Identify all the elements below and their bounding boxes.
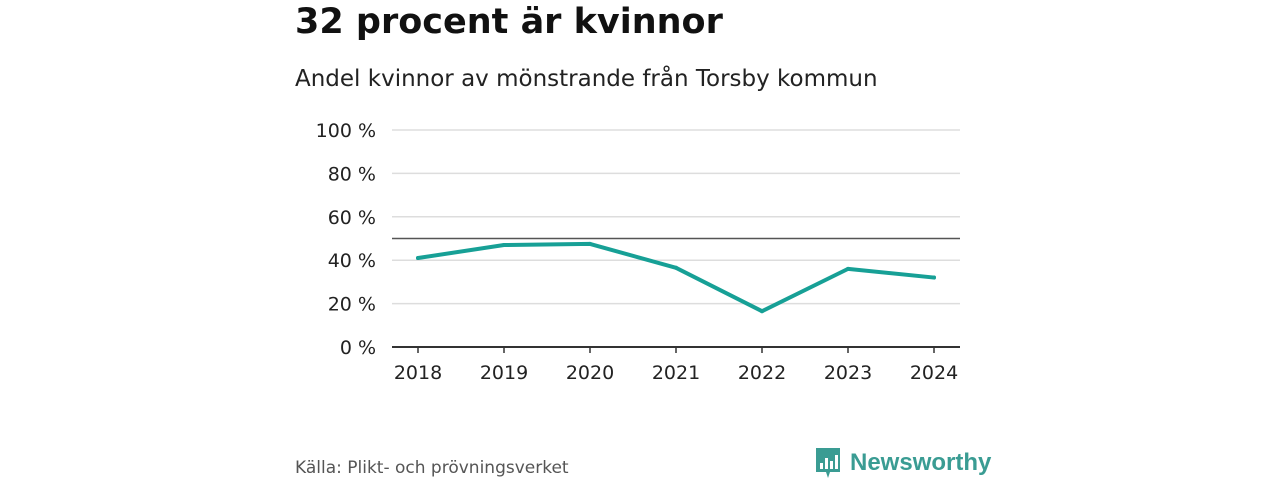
brand-name: Newsworthy bbox=[850, 449, 992, 476]
y-axis: 0 % 20 % 40 % 60 % 80 % 100 % bbox=[316, 120, 376, 359]
data-point bbox=[932, 275, 936, 280]
x-axis: 2018 2019 2020 2021 2022 2023 2024 bbox=[392, 346, 960, 384]
gridlines bbox=[392, 129, 960, 305]
x-tick-label: 2023 bbox=[824, 362, 872, 384]
y-tick-label: 100 % bbox=[316, 120, 376, 142]
y-tick-label: 40 % bbox=[328, 250, 376, 272]
data-point bbox=[502, 243, 506, 248]
data-point bbox=[588, 241, 592, 246]
x-tick-label: 2024 bbox=[910, 362, 958, 384]
data-point bbox=[674, 265, 678, 270]
chart-title: Andel kvinnor av mönstrande från Torsby … bbox=[295, 66, 878, 92]
y-tick-label: 80 % bbox=[328, 163, 376, 185]
bar-chart-icon bbox=[816, 448, 840, 478]
x-tick-label: 2022 bbox=[738, 362, 786, 384]
x-tick-label: 2019 bbox=[480, 362, 528, 384]
y-tick-label: 20 % bbox=[328, 294, 376, 316]
chart-headline: 32 procent är kvinnor bbox=[295, 2, 723, 42]
line-chart: 0 % 20 % 40 % 60 % 80 % 100 % 2018 2019 2020 202… bbox=[316, 120, 960, 384]
series-group bbox=[416, 241, 936, 314]
data-point bbox=[416, 256, 420, 261]
y-tick-label: 0 % bbox=[340, 337, 376, 359]
x-tick-label: 2020 bbox=[566, 362, 614, 384]
x-tick-label: 2018 bbox=[394, 362, 442, 384]
x-tick-label: 2021 bbox=[652, 362, 700, 384]
y-tick-label: 60 % bbox=[328, 207, 376, 229]
source-note: Källa: Plikt- och prövningsverket bbox=[295, 458, 569, 478]
data-point bbox=[846, 266, 850, 271]
data-point bbox=[760, 309, 764, 314]
series-line bbox=[416, 241, 936, 314]
newsworthy-logo: Newsworthy bbox=[814, 446, 991, 480]
